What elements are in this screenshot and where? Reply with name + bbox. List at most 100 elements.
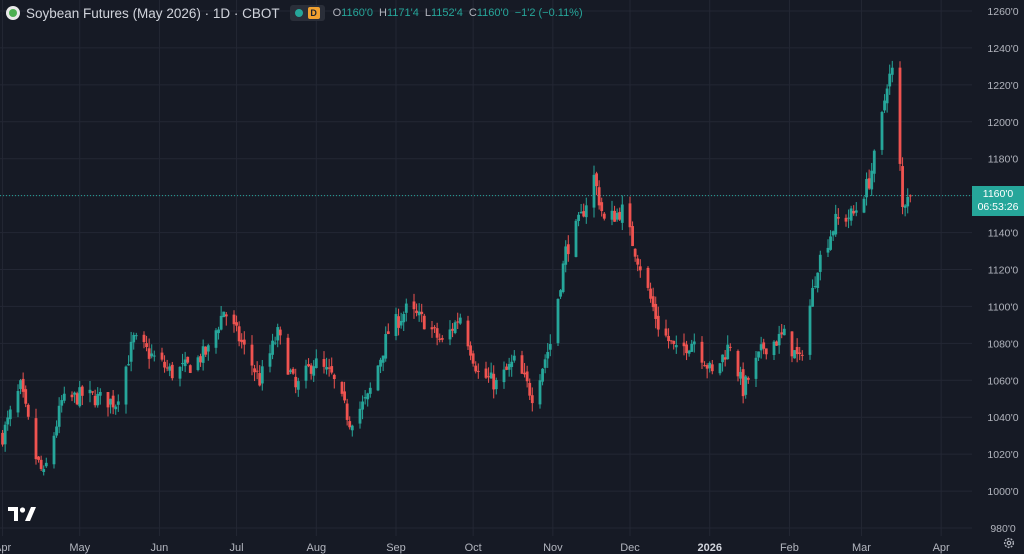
candle (170, 361, 174, 381)
x-tick-label: Feb (780, 542, 799, 554)
candle (505, 363, 508, 371)
candle-body (507, 363, 511, 370)
candle (314, 349, 318, 369)
candle-body (492, 373, 496, 390)
candle-body (19, 380, 22, 389)
candle (24, 385, 28, 408)
candle-body (165, 367, 169, 369)
candle (592, 165, 596, 218)
candle-body (134, 335, 138, 337)
candle-body (872, 150, 876, 174)
symbol-title[interactable]: Soybean Futures (May 2026) · 1D · CBOT (26, 5, 280, 21)
candle (88, 380, 92, 403)
candle-body (687, 350, 691, 354)
candle (368, 382, 372, 398)
candle-body (312, 366, 316, 376)
candle-body (73, 392, 76, 395)
candle-body (744, 376, 748, 395)
candle (651, 287, 655, 312)
y-tick-label: 1200'0 (987, 117, 1018, 129)
candle-body (304, 365, 308, 381)
candle (93, 389, 97, 408)
candle-body (836, 217, 840, 219)
candle (844, 214, 848, 227)
candle-body (456, 321, 460, 323)
candle (772, 340, 776, 360)
x-tick-label: 2026 (697, 542, 721, 554)
candle-body (363, 397, 367, 399)
candle (232, 310, 236, 333)
candle (237, 321, 241, 347)
candle (235, 315, 238, 332)
candle-body (577, 214, 580, 221)
candle-body (908, 195, 912, 197)
candle (469, 341, 472, 361)
candle-body (379, 359, 382, 367)
candle-body (340, 381, 344, 394)
candle-body (692, 341, 696, 345)
tradingview-logo-icon[interactable] (8, 506, 38, 522)
candle (384, 326, 388, 362)
candle-body (237, 326, 241, 342)
candle-body (597, 187, 601, 206)
candle-body (160, 352, 164, 360)
candle (908, 194, 912, 203)
symbol-legend[interactable]: Soybean Futures (May 2026) · 1D · CBOT D… (6, 4, 583, 22)
candle-body (615, 212, 619, 220)
candle-body (402, 314, 406, 323)
candles (1, 60, 912, 476)
candle-body (754, 357, 758, 379)
candle (800, 350, 804, 361)
candle-body (170, 364, 174, 379)
market-status[interactable]: D (289, 5, 325, 21)
candle-body (476, 370, 480, 372)
candle-body (129, 341, 133, 362)
candle-body (865, 179, 868, 198)
candle-body (703, 365, 706, 367)
candle (37, 456, 40, 463)
market-open-icon (294, 9, 303, 17)
candle-body (255, 370, 259, 372)
candle-body (600, 202, 604, 212)
candle (528, 378, 532, 400)
high-label: H (379, 7, 387, 19)
candle (183, 351, 187, 373)
candle (600, 197, 604, 217)
candle (116, 394, 120, 412)
candle-body (530, 395, 534, 404)
candle-body (649, 288, 652, 299)
candle-body (433, 327, 436, 329)
candle-body (780, 332, 784, 335)
candle-body (124, 366, 128, 405)
candle (556, 298, 560, 347)
candle (440, 335, 444, 343)
candle (664, 319, 668, 338)
candle (561, 260, 565, 294)
candle-body (127, 364, 130, 366)
candle (44, 457, 48, 468)
gear-icon[interactable] (1002, 536, 1016, 550)
x-tick-label: Apr (0, 542, 11, 554)
candle (255, 361, 259, 380)
candle (672, 340, 676, 350)
candle (26, 403, 30, 420)
candle-body (883, 100, 886, 111)
candle-body (880, 112, 884, 150)
candle (834, 204, 838, 237)
candle (602, 211, 606, 221)
candle-body (847, 217, 850, 219)
candle (129, 331, 133, 372)
candle-body (24, 389, 28, 404)
candle (759, 336, 763, 359)
candle (471, 350, 475, 367)
candle-body (106, 392, 110, 408)
open-value: 1160'0 (341, 7, 374, 19)
candle-body (790, 331, 794, 357)
candle (546, 342, 550, 368)
candle-body (782, 328, 786, 336)
candle-body (595, 173, 598, 187)
candle-body (736, 351, 740, 377)
candle-body (759, 344, 763, 351)
x-tick-label: Jun (151, 542, 169, 554)
